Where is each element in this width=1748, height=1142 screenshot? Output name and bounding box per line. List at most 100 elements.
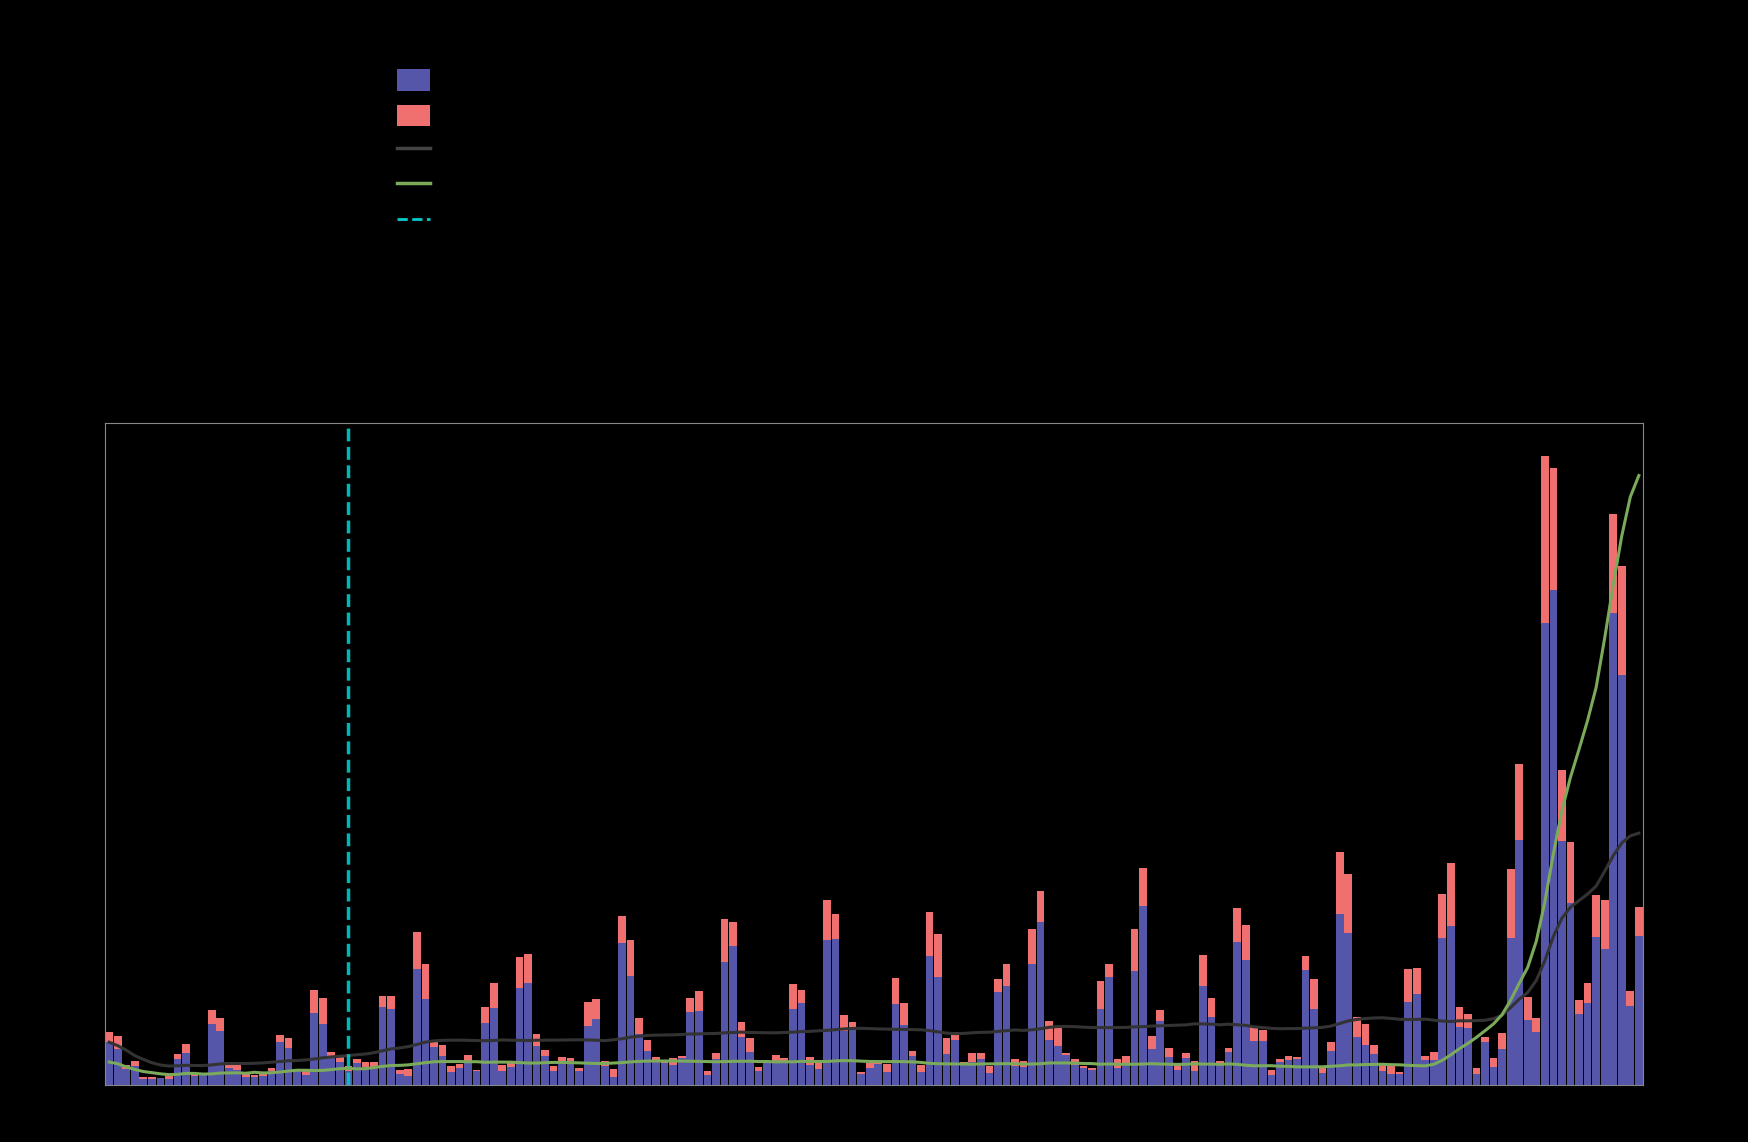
Bar (951, 1032, 960, 1040)
Bar (626, 975, 635, 1085)
Bar (285, 1038, 292, 1047)
Bar (1362, 1024, 1369, 1045)
Bar (678, 1057, 685, 1085)
Bar (302, 1070, 309, 1075)
Bar (1072, 1065, 1079, 1085)
Bar (850, 1029, 857, 1085)
Bar (1276, 1059, 1283, 1062)
Bar (362, 1067, 369, 1085)
Bar (874, 1064, 883, 1085)
Bar (481, 1023, 489, 1085)
Bar (891, 978, 898, 1005)
Bar (1028, 928, 1037, 964)
Bar (1054, 1028, 1061, 1046)
Bar (1164, 1048, 1173, 1056)
Bar (703, 1071, 711, 1075)
Bar (164, 1076, 173, 1078)
Bar (841, 1015, 848, 1030)
Bar (1294, 1060, 1301, 1085)
Bar (1302, 956, 1309, 971)
Bar (1481, 1042, 1489, 1085)
Bar (311, 1013, 318, 1085)
Bar (1267, 1070, 1276, 1075)
Bar (318, 1024, 327, 1085)
Bar (318, 998, 327, 1024)
Bar (703, 1075, 711, 1085)
Bar (1140, 868, 1147, 907)
Bar (1447, 926, 1454, 1085)
Bar (593, 999, 600, 1019)
Bar (395, 1070, 404, 1075)
Bar (114, 1037, 122, 1048)
Bar (1634, 936, 1643, 1085)
Bar (738, 1037, 745, 1085)
Bar (738, 1022, 745, 1037)
Bar (404, 1076, 413, 1085)
Bar (1533, 1032, 1540, 1085)
Bar (250, 1077, 259, 1085)
Bar (1259, 1030, 1267, 1042)
Bar (1465, 1029, 1472, 1085)
Bar (1395, 1075, 1404, 1085)
Bar (797, 1003, 806, 1085)
Bar (1421, 1060, 1430, 1085)
Bar (1131, 930, 1138, 971)
Bar (1318, 1073, 1327, 1085)
Bar (1439, 938, 1446, 1085)
Bar (250, 1075, 259, 1077)
Bar (1267, 1075, 1276, 1085)
Bar (208, 1023, 215, 1085)
Bar (1619, 675, 1626, 1085)
Bar (336, 1057, 344, 1062)
Bar (1225, 1052, 1232, 1085)
Bar (1584, 983, 1591, 1003)
Bar (986, 1073, 993, 1085)
Bar (1157, 1010, 1164, 1021)
Bar (285, 1047, 292, 1085)
Bar (1010, 1059, 1019, 1067)
Bar (1190, 1070, 1199, 1085)
Bar (1302, 971, 1309, 1085)
Bar (773, 1055, 780, 1063)
Bar (1285, 1060, 1292, 1085)
Bar (995, 992, 1002, 1085)
Bar (1037, 891, 1045, 922)
Bar (524, 983, 531, 1085)
Bar (516, 957, 523, 988)
Bar (823, 900, 830, 940)
Bar (430, 1040, 437, 1047)
Bar (225, 1068, 232, 1085)
Bar (1379, 1064, 1386, 1071)
Bar (643, 1039, 652, 1051)
Bar (1516, 841, 1523, 1085)
Bar (267, 1069, 276, 1071)
Bar (140, 1077, 147, 1078)
Bar (1225, 1048, 1232, 1052)
Bar (105, 1042, 114, 1085)
Bar (1498, 1049, 1507, 1085)
Bar (439, 1056, 446, 1085)
Bar (1054, 1046, 1061, 1085)
Bar (1481, 1037, 1489, 1042)
Bar (1557, 771, 1566, 842)
Bar (942, 1038, 951, 1054)
Bar (241, 1075, 250, 1077)
Bar (1096, 1010, 1105, 1085)
Bar (883, 1064, 891, 1072)
Bar (1318, 1065, 1327, 1073)
Bar (593, 1019, 600, 1085)
Bar (669, 1065, 676, 1085)
Bar (1045, 1040, 1052, 1085)
Bar (780, 1057, 788, 1062)
Bar (1199, 956, 1206, 986)
Bar (610, 1069, 617, 1077)
Bar (353, 1063, 360, 1085)
Bar (1575, 1014, 1584, 1085)
Bar (225, 1062, 232, 1068)
Bar (977, 1053, 984, 1059)
Bar (1208, 998, 1215, 1016)
Bar (1566, 842, 1575, 903)
Bar (933, 978, 942, 1085)
Bar (1533, 1019, 1540, 1032)
Bar (516, 988, 523, 1085)
